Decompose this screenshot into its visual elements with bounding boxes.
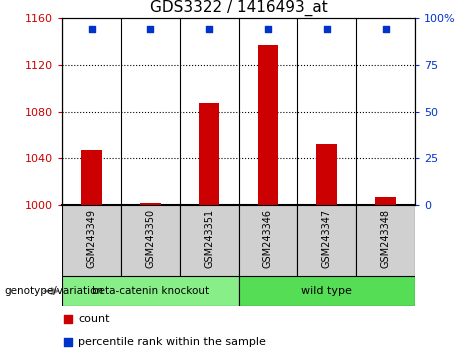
Text: wild type: wild type	[301, 286, 352, 296]
Text: percentile rank within the sample: percentile rank within the sample	[78, 337, 266, 347]
Text: GSM243349: GSM243349	[87, 209, 97, 268]
Bar	[316, 144, 337, 205]
Point	[323, 27, 331, 32]
Text: GSM243348: GSM243348	[380, 209, 390, 268]
Text: GSM243347: GSM243347	[322, 209, 332, 268]
Bar	[356, 205, 415, 276]
Point	[64, 316, 71, 321]
Bar	[62, 276, 239, 306]
Bar	[81, 150, 102, 205]
Bar	[375, 197, 396, 205]
Bar	[199, 103, 219, 205]
Text: GSM243351: GSM243351	[204, 209, 214, 268]
Bar	[62, 205, 121, 276]
Point	[88, 27, 95, 32]
Bar	[140, 203, 161, 205]
Point	[382, 27, 389, 32]
Point	[64, 339, 71, 344]
Text: genotype/variation: genotype/variation	[5, 286, 104, 296]
Bar	[180, 205, 239, 276]
Bar	[239, 276, 415, 306]
Text: beta-catenin knockout: beta-catenin knockout	[92, 286, 209, 296]
Bar	[239, 205, 297, 276]
Bar	[121, 205, 180, 276]
Bar	[258, 45, 278, 205]
Point	[206, 27, 213, 32]
Text: count: count	[78, 314, 110, 324]
Point	[264, 27, 272, 32]
Point	[147, 27, 154, 32]
Bar	[297, 205, 356, 276]
Text: GSM243346: GSM243346	[263, 209, 273, 268]
Text: GSM243350: GSM243350	[145, 209, 155, 268]
Title: GDS3322 / 1416493_at: GDS3322 / 1416493_at	[150, 0, 327, 16]
